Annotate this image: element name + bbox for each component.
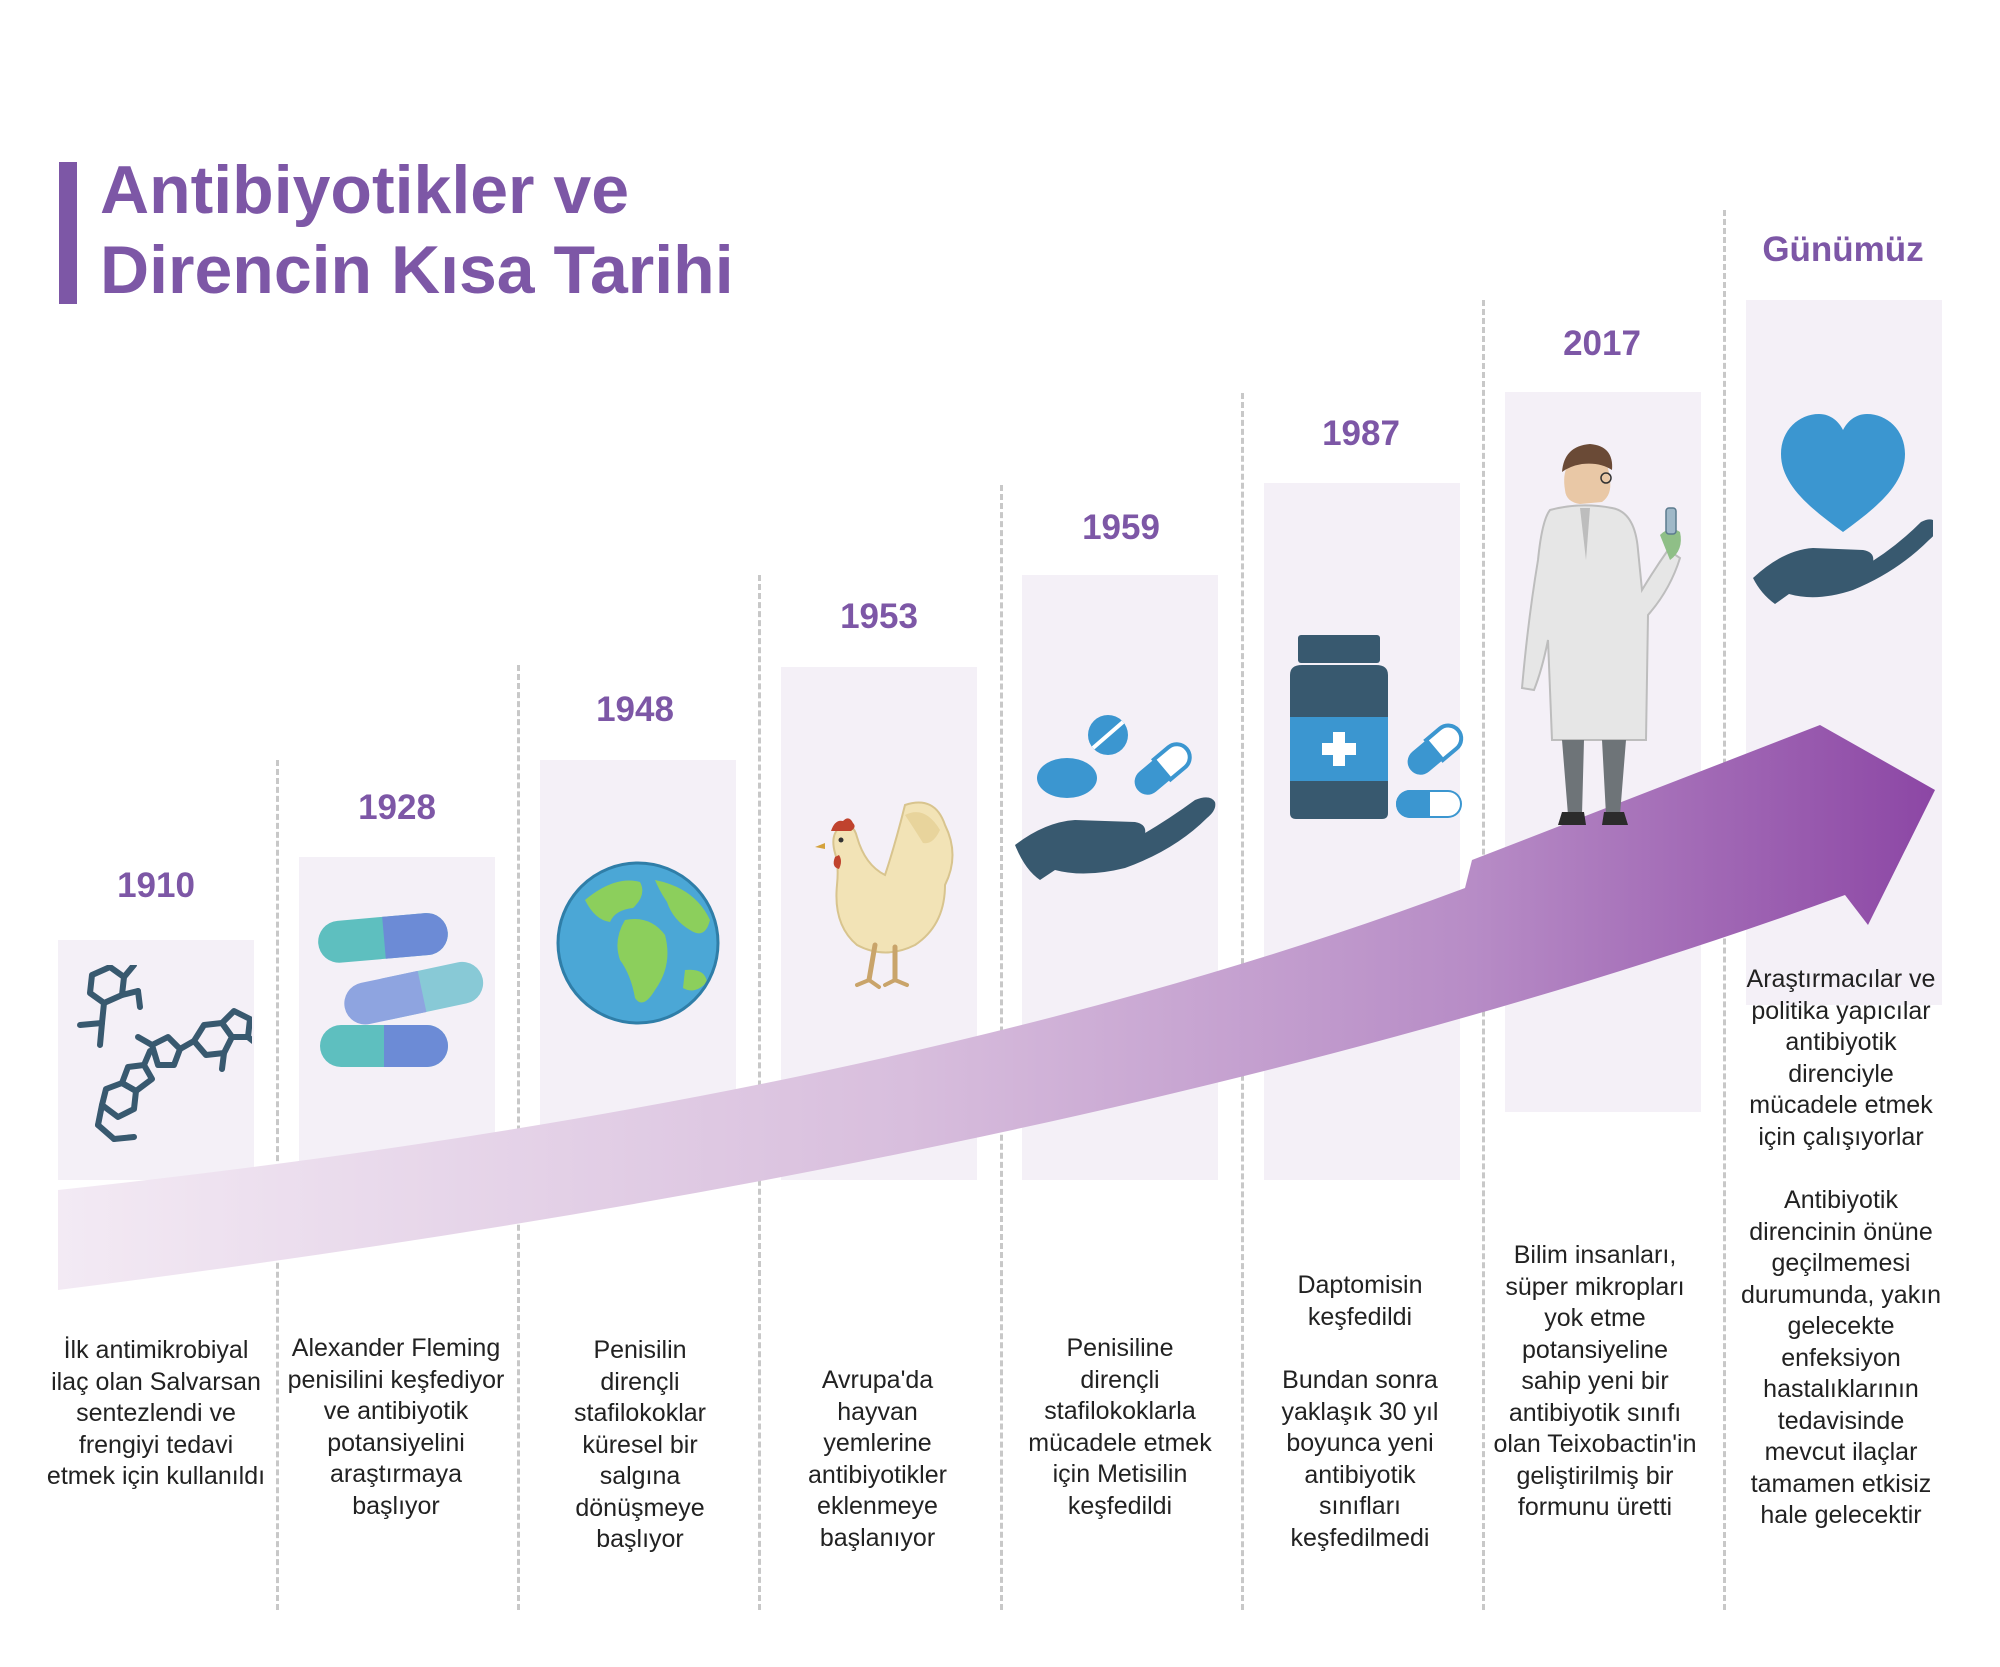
timeline-card-1928 <box>299 857 495 1180</box>
chicken-icon <box>815 801 954 989</box>
year-1987: 1987 <box>1322 414 1400 453</box>
event-description-1987: Daptomisin keşfedildi Bundan sonra yakla… <box>1265 1270 1455 1554</box>
event-description-1910: İlk antimikrobiyal ilaç olan Salvarsan s… <box>44 1335 268 1493</box>
title-accent-bar <box>59 162 77 304</box>
title-line-2: Direncin Kısa Tarihi <box>100 232 734 308</box>
year-1948: 1948 <box>596 690 674 729</box>
timeline-card-1987 <box>1264 483 1460 1180</box>
event-description-1948: Penisilin dirençli stafilokoklar küresel… <box>560 1335 720 1556</box>
heart-in-hand-icon <box>1753 414 1933 604</box>
year-1910: 1910 <box>117 866 195 905</box>
event-text: Antibiyotik direncinin önüne geçilmemesi… <box>1740 1186 1942 1529</box>
title-line-1: Antibiyotikler ve <box>100 152 630 228</box>
year-1928: 1928 <box>358 788 436 827</box>
molecule-icon <box>77 965 252 1142</box>
hand-with-pills-icon <box>1015 715 1216 880</box>
event-text: İlk antimikrobiyal ilaç olan Salvarsan s… <box>46 1336 266 1490</box>
event-description-1928: Alexander Fleming penisilini keşfediyor … <box>283 1333 509 1522</box>
event-description-2017: Bilim insanları, süper mikropları yok et… <box>1490 1240 1700 1524</box>
year-1953: 1953 <box>840 597 918 636</box>
event-text: Alexander Fleming penisilini keşfediyor … <box>287 1334 505 1520</box>
event-text: Bilim insanları, süper mikropları yok et… <box>1493 1241 1697 1521</box>
event-description-1959: Penisiline dirençli stafilokoklarla müca… <box>1025 1333 1215 1522</box>
page-title: Antibiyotikler ve Direncin Kısa Tarihi <box>100 150 734 310</box>
event-description-1953: Avrupa'da hayvan yemlerine antibiyotikle… <box>790 1365 965 1554</box>
medicine-bottle-icon <box>1290 635 1464 819</box>
year-1959: 1959 <box>1082 508 1160 547</box>
event-text: Daptomisin keşfedildi <box>1297 1271 1423 1331</box>
year-2017: 2017 <box>1563 324 1641 363</box>
capsules-icon <box>318 913 484 1067</box>
event-description-today: Araştırmacılar ve politika yapıcılar ant… <box>1735 964 1947 1532</box>
year-today: Günümüz <box>1762 230 1924 269</box>
scientist-icon <box>1520 444 1682 825</box>
globe-icon <box>556 861 720 1025</box>
event-text: Bundan sonra yaklaşık 30 yıl boyunca yen… <box>1281 1366 1439 1552</box>
event-text: Araştırmacılar ve politika yapıcılar ant… <box>1746 965 1936 1151</box>
event-text: Penisiline dirençli stafilokoklarla müca… <box>1028 1334 1212 1520</box>
event-text: Penisilin dirençli stafilokoklar küresel… <box>574 1336 706 1553</box>
event-text: Avrupa'da hayvan yemlerine antibiyotikle… <box>808 1366 947 1552</box>
